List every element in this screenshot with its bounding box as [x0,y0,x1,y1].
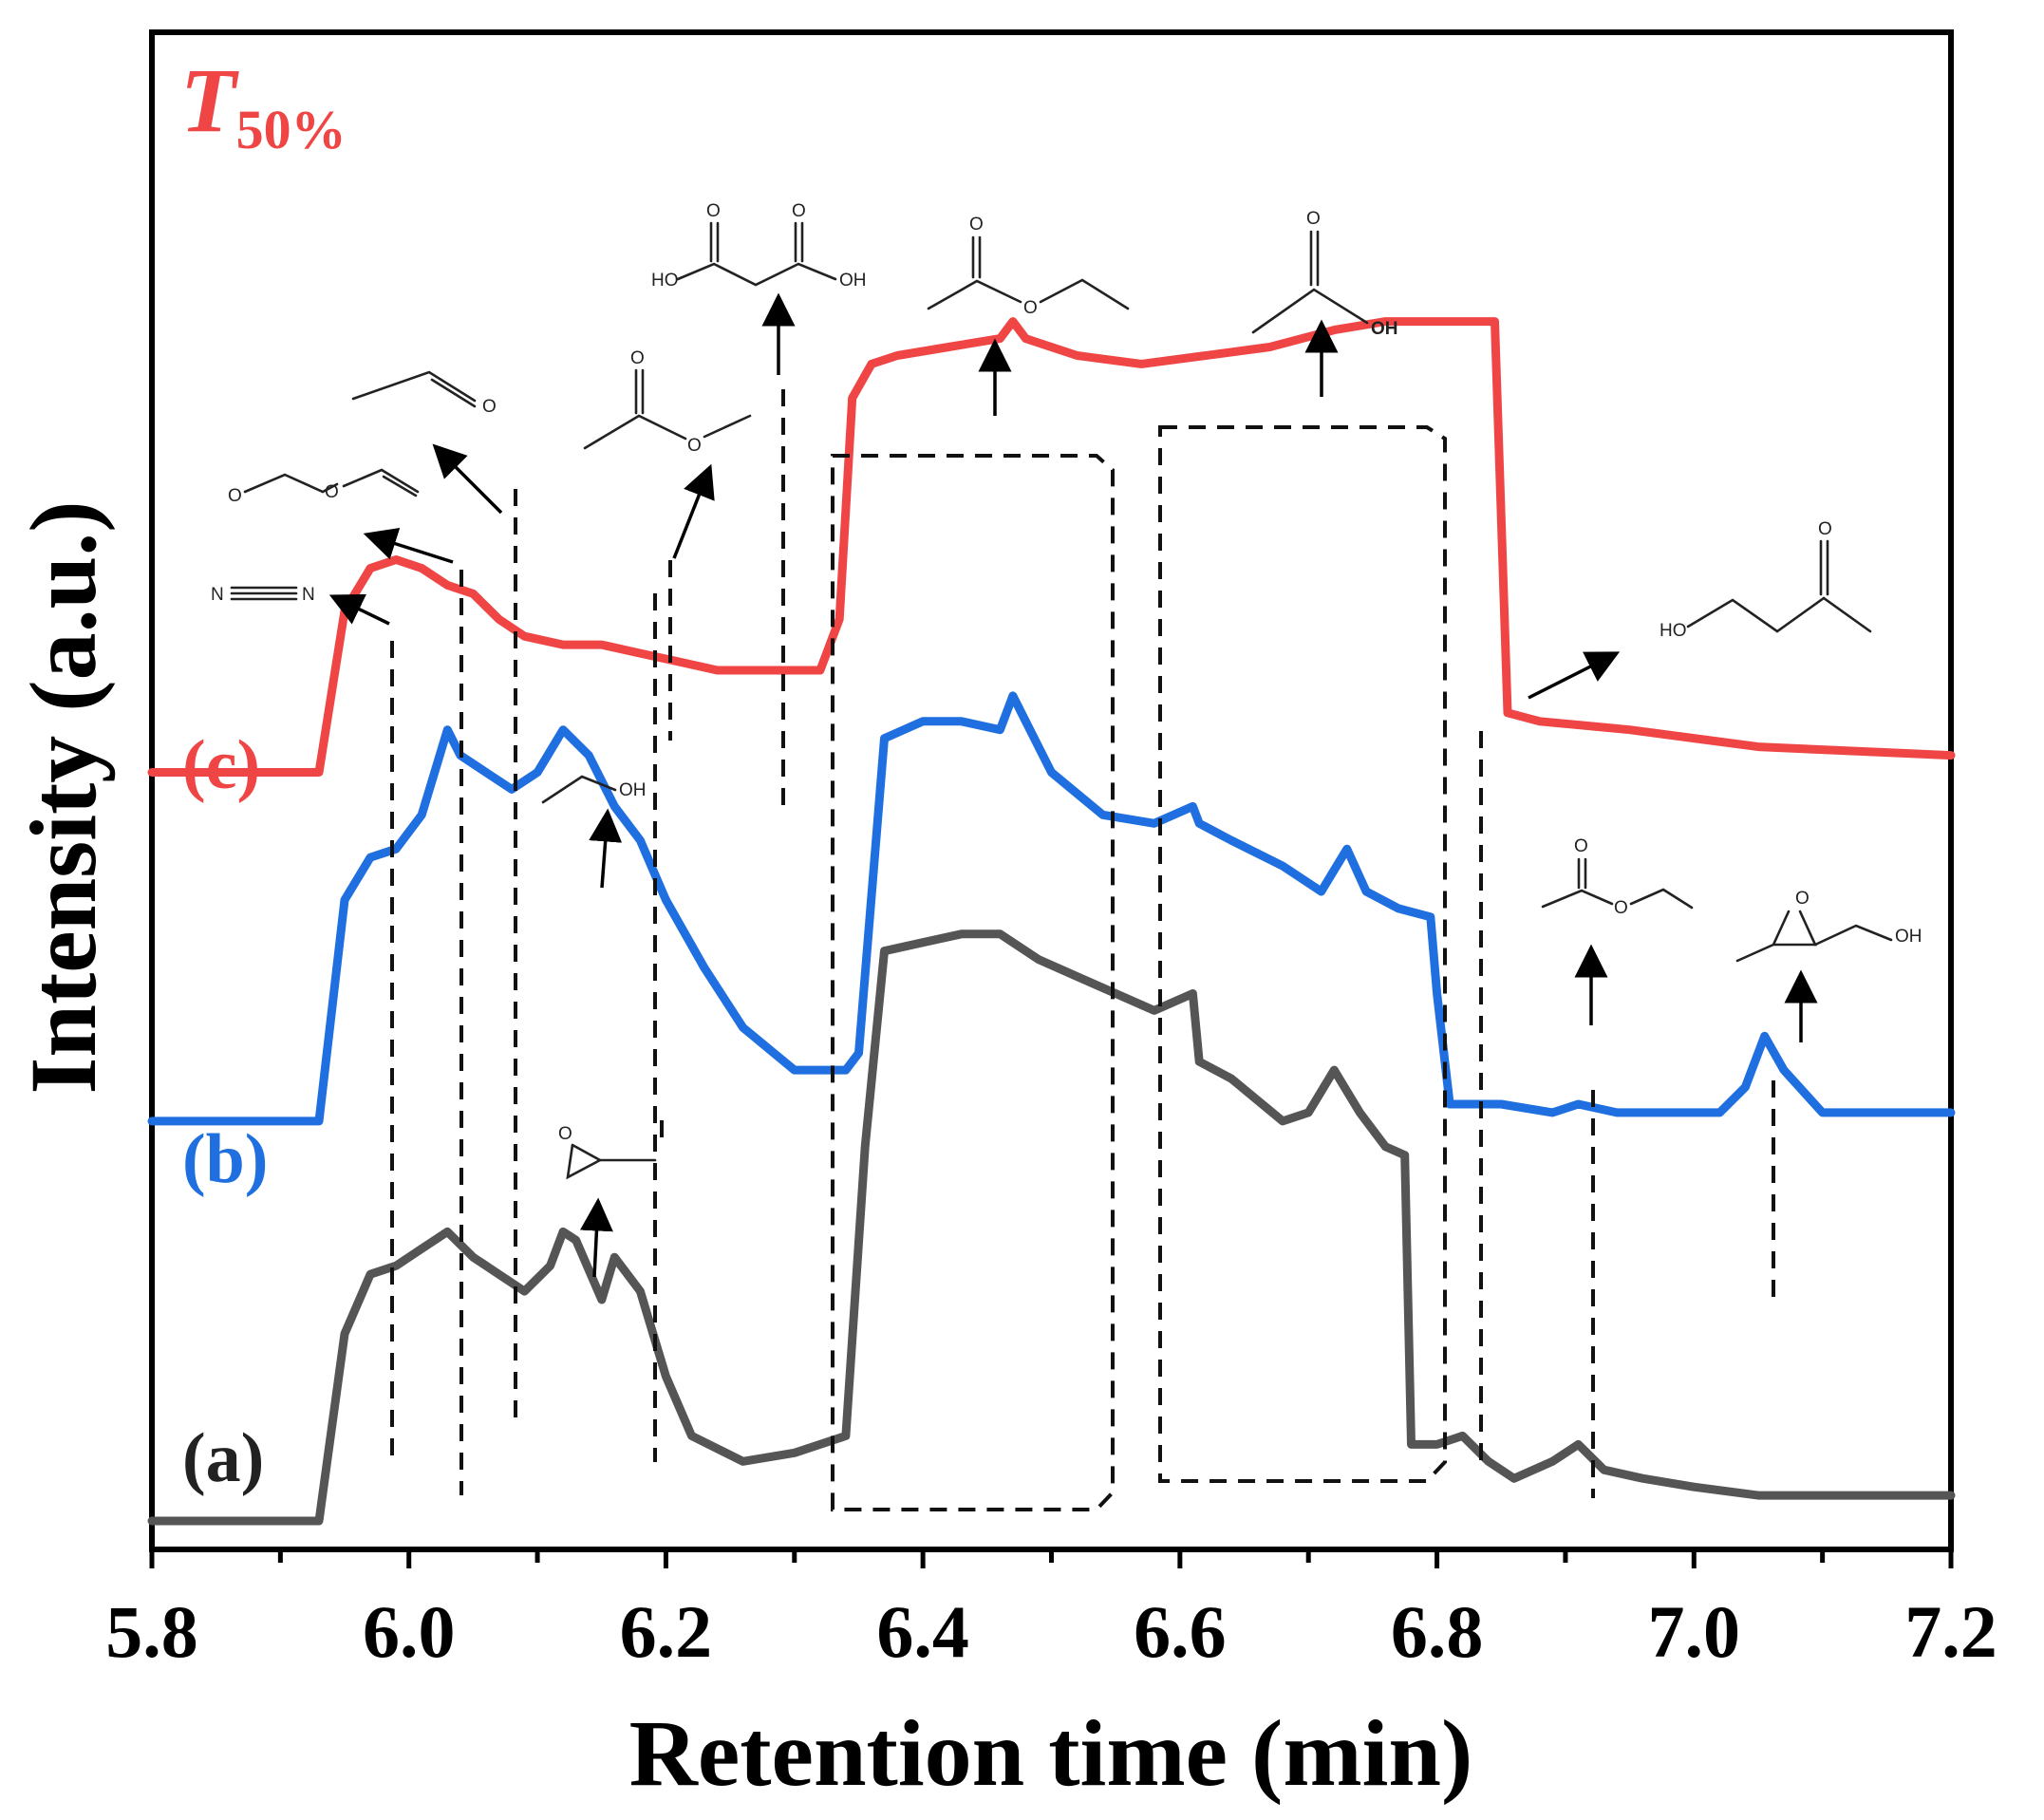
svg-text:O: O [325,482,339,502]
plot-frame [149,29,1954,1552]
svg-text:OH: OH [1895,927,1922,947]
series-line-b [147,691,1956,1126]
molecule-oxiranemethanol: O OH [1735,889,1922,963]
svg-text:O: O [1574,836,1588,856]
series-lines [147,317,1956,1526]
arrow-hydroxybutanone [1528,651,1621,700]
molecule-ethyl-acetate-b: O O [1541,836,1694,918]
chart-title-main: T [180,49,239,151]
x-tick-label: 6.2 [620,1590,713,1673]
dashed-box-left [831,454,1115,1511]
svg-text:OH: OH [839,271,867,291]
molecule-nitrous-oxide: N N [211,585,315,605]
arrows [328,292,1818,1278]
svg-text:HO: HO [1660,621,1687,641]
guide-lines [390,389,1775,1511]
arrow-acetaldehyde [432,443,503,515]
molecule-ethanol: OH [541,775,647,804]
arrow-vinyl-formate [363,527,454,564]
svg-text:O: O [969,215,984,235]
x-tick-label: 6.6 [1134,1590,1227,1673]
x-axis-ticks [149,1549,1954,1568]
arrow-ethanol [589,808,623,889]
svg-text:O: O [706,201,721,221]
molecule-malonic-acid: O O HO OH [651,201,867,291]
x-tick-label: 7.2 [1904,1590,1997,1673]
svg-text:O: O [687,436,702,456]
arrow-nitrous-oxide [328,593,390,626]
x-axis-tick-labels: 5.8 6.0 6.2 6.4 6.6 6.8 7.0 7.2 [105,1590,1997,1673]
svg-text:O: O [1306,209,1321,229]
x-axis-title: Retention time (min) [629,1700,1473,1806]
x-tick-label: 7.0 [1648,1590,1741,1673]
svg-text:OH: OH [619,780,647,800]
molecule-methyl-acetate: O O [583,348,752,456]
arrow-methyl-acetate [672,463,715,559]
molecule-acetaldehyde: O [351,370,497,417]
series-label-a: (a) [182,1419,264,1497]
series-label-b: (b) [182,1120,268,1198]
svg-text:N: N [302,585,315,605]
svg-text:HO: HO [651,271,679,291]
svg-text:O: O [1614,898,1628,918]
svg-text:O: O [558,1124,572,1144]
svg-text:O: O [482,397,497,417]
svg-text:O: O [792,201,806,221]
series-line-c [147,317,1956,777]
svg-text:O: O [228,486,242,506]
x-tick-label: 6.4 [876,1590,969,1673]
chart-title: T50% [180,49,347,160]
x-tick-label: 5.8 [105,1590,198,1673]
svg-text:N: N [211,585,224,605]
molecule-vinyl-formate: O O [228,468,420,506]
y-axis-title: Intensity (a.u.) [10,500,116,1094]
svg-text:O: O [1795,889,1810,909]
molecule-propylene-oxide: O [558,1124,657,1180]
arrow-propylene-oxide [579,1197,613,1278]
dashed-box-right [1158,425,1447,1483]
x-tick-label: 6.8 [1391,1590,1484,1673]
svg-text:O: O [630,348,645,368]
svg-text:O: O [1023,298,1038,318]
series-line-a [147,929,1956,1526]
molecule-acetic-acid: O OH [1251,209,1398,339]
molecule-hydroxybutanone: O HO [1660,519,1872,641]
molecule-ethyl-acetate: O O [927,215,1130,318]
svg-text:O: O [1818,519,1832,539]
series-label-c: (c) [182,726,260,804]
svg-text:OH: OH [1371,319,1398,339]
chart-title-subscript: 50% [236,99,347,160]
x-tick-label: 6.0 [363,1590,456,1673]
